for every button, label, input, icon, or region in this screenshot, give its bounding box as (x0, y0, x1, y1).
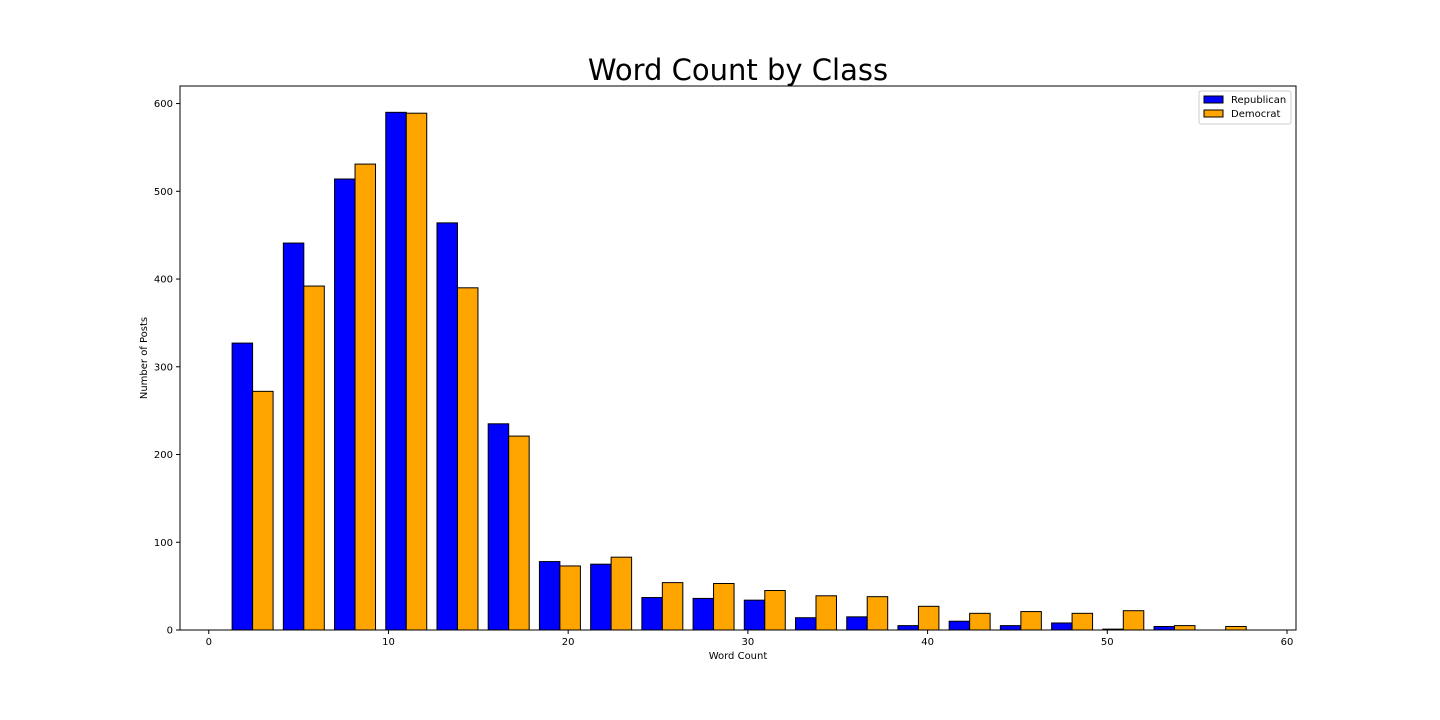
chart-title: Word Count by Class (588, 53, 888, 87)
bar-republican-18 (1153, 625, 1176, 631)
bar-democrat-15 (1020, 611, 1042, 631)
legend-label-republican: Republican (1231, 95, 1286, 106)
legend: Republican Democrat (1198, 90, 1292, 125)
bar-democrat-10 (764, 590, 786, 631)
bar-republican-12 (846, 616, 868, 631)
bar-democrat-12 (866, 596, 889, 631)
bar-democrat-6 (559, 565, 581, 631)
y-axis-label: Number of Posts (139, 317, 150, 399)
x-tick-label-30: 30 (742, 637, 755, 648)
y-axis-ticks: 0 100 200 300 400 500 600 (154, 99, 180, 637)
y-tick-label-600: 600 (154, 99, 173, 110)
bar-republican-14 (948, 620, 971, 631)
bar-republican-11 (795, 617, 817, 631)
bar-democrat-16 (1071, 612, 1094, 631)
bar-republican-4 (436, 222, 458, 631)
bar-republican-10 (743, 599, 766, 631)
y-tick-label-200: 200 (154, 450, 173, 461)
bar-republican-8 (641, 597, 663, 631)
y-tick-label-300: 300 (154, 362, 173, 373)
bars-group (231, 111, 1247, 631)
bar-republican-0 (231, 342, 254, 631)
y-tick-label-100: 100 (154, 538, 173, 549)
bar-democrat-2 (354, 163, 377, 631)
x-tick-label-60: 60 (1281, 637, 1294, 648)
legend-label-democrat: Democrat (1231, 109, 1280, 120)
bar-republican-1 (282, 242, 305, 631)
y-tick-label-400: 400 (154, 275, 173, 286)
x-tick-label-10: 10 (382, 637, 395, 648)
bar-democrat-14 (969, 612, 991, 631)
bar-democrat-13 (917, 605, 940, 631)
bar-democrat-18 (1174, 625, 1196, 631)
x-tick-label-20: 20 (562, 637, 575, 648)
x-tick-label-0: 0 (206, 637, 212, 648)
bar-democrat-5 (508, 435, 530, 631)
bar-republican-7 (590, 563, 612, 631)
plot-frame (179, 85, 1297, 631)
bar-democrat-4 (456, 287, 479, 631)
x-tick-label-50: 50 (1101, 637, 1114, 648)
bar-democrat-1 (303, 285, 325, 631)
bar-republican-3 (385, 111, 407, 631)
y-tick-label-500: 500 (154, 187, 173, 198)
bar-democrat-0 (252, 390, 274, 631)
x-axis-label: Word Count (709, 651, 768, 662)
bar-democrat-7 (610, 556, 633, 631)
legend-swatch-democrat (1203, 109, 1224, 118)
bar-democrat-9 (713, 582, 735, 631)
bar-republican-15 (999, 625, 1022, 631)
x-tick-label-40: 40 (921, 637, 934, 648)
bar-republican-16 (1051, 622, 1073, 631)
bar-democrat-19 (1225, 625, 1247, 631)
bar-democrat-11 (815, 595, 837, 631)
bar-republican-5 (487, 423, 510, 631)
bar-republican-13 (897, 625, 919, 631)
y-tick-label-0: 0 (167, 626, 173, 637)
bar-democrat-8 (661, 582, 684, 631)
bar-republican-9 (692, 597, 715, 631)
bar-democrat-3 (405, 112, 428, 631)
x-axis-ticks: 0 10 20 30 40 50 60 (206, 630, 1294, 648)
bar-republican-6 (538, 561, 561, 631)
bar-democrat-17 (1122, 610, 1145, 631)
bar-republican-2 (334, 178, 356, 631)
legend-swatch-republican (1203, 95, 1224, 104)
